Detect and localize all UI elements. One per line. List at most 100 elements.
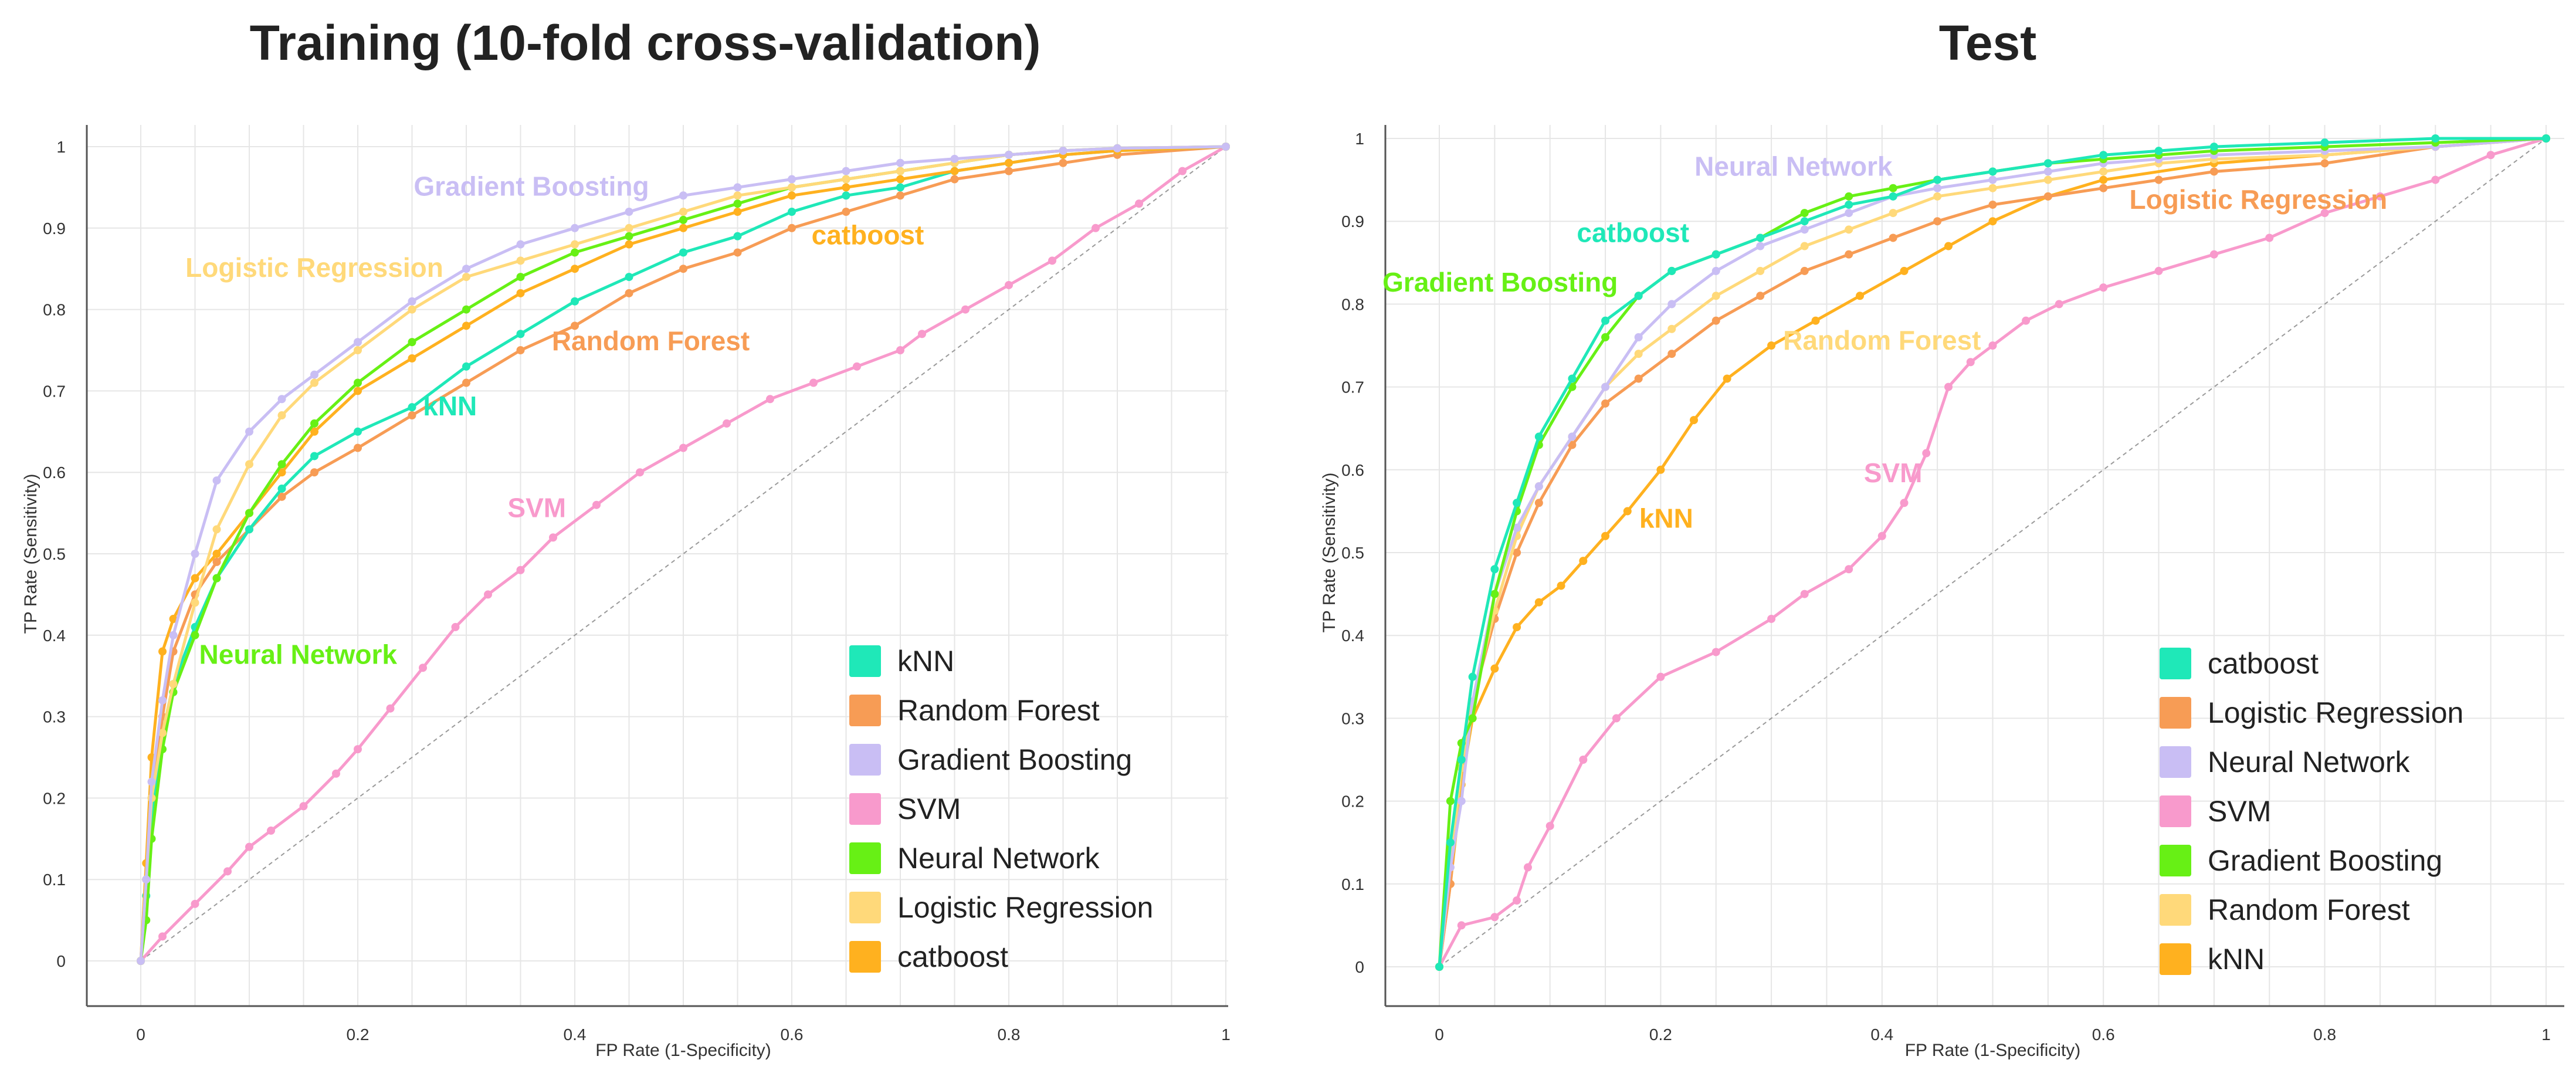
train-point-knn (310, 452, 318, 461)
test-point-knn (1579, 557, 1588, 566)
test-point-logistic-regression (1568, 441, 1577, 449)
test-point-knn (1767, 341, 1776, 350)
test-point-svm (1988, 341, 1997, 350)
test-point-neural-network (1634, 333, 1643, 341)
train-annotation-random-forest: Random Forest (552, 326, 750, 356)
train-point-svm (766, 395, 774, 404)
train-point-random-forest (408, 411, 416, 420)
train-point-gradient-boosting (733, 183, 742, 192)
train-point-knn (842, 191, 850, 200)
test-y-tick-label: 1 (1355, 130, 1364, 148)
test-legend-label-neural-network: Neural Network (2208, 746, 2411, 778)
train-point-gradient-boosting (137, 957, 145, 965)
test-point-catboost (2542, 134, 2550, 143)
test-point-neural-network (1933, 184, 1942, 192)
test-point-svm (1922, 449, 1931, 458)
train-point-catboost (462, 321, 470, 330)
train-point-gradient-boosting (679, 191, 687, 200)
test-point-logistic-regression (2099, 184, 2108, 192)
train-point-gradient-boosting (950, 154, 959, 163)
test-legend-label-svm: SVM (2208, 795, 2271, 828)
training-roc-chart: Training (10-fold cross-validation) 0 0.2 0… (21, 15, 1231, 1060)
train-point-logistic-regression (212, 525, 221, 534)
test-point-catboost (1457, 756, 1466, 764)
train-point-svm (516, 566, 525, 574)
test-x-tick-label: 0.6 (2092, 1025, 2115, 1044)
train-point-svm (299, 802, 308, 811)
test-point-svm (1845, 565, 1853, 574)
train-y-tick-label: 0.5 (43, 545, 66, 563)
train-legend-swatch-logistic-regression (849, 892, 881, 923)
train-point-catboost (733, 208, 742, 216)
test-point-neural-network (1601, 382, 1610, 391)
test-point-catboost (1568, 374, 1577, 383)
test-point-svm (2154, 266, 2163, 275)
test-point-catboost (1534, 432, 1543, 441)
test-point-logistic-regression (1800, 266, 1809, 275)
test-y-tick-label: 0.5 (1341, 544, 1364, 562)
train-point-svm (1048, 256, 1056, 265)
test-point-knn (1513, 623, 1521, 632)
train-point-gradient-boosting (212, 476, 221, 485)
test-point-catboost (1800, 217, 1809, 226)
train-point-svm (723, 419, 731, 428)
train-point-random-forest (679, 265, 687, 273)
train-point-knn (788, 208, 796, 216)
train-point-gradient-boosting (310, 370, 318, 379)
train-point-gradient-boosting (462, 265, 470, 273)
test-point-svm (2099, 283, 2108, 292)
test-annotation-knn: kNN (1639, 503, 1693, 534)
test-annotation-svm: SVM (1864, 458, 1923, 488)
train-point-svm (592, 500, 601, 509)
train-point-neural-network (516, 273, 525, 282)
test-point-logistic-regression (1845, 250, 1853, 259)
train-point-catboost (679, 224, 687, 232)
train-point-catboost (277, 468, 286, 477)
test-point-logistic-regression (1889, 233, 1897, 242)
train-point-knn (571, 297, 579, 306)
test-y-tick-label: 0.4 (1341, 627, 1364, 645)
test-point-svm (1490, 913, 1499, 922)
test-point-svm (2022, 316, 2031, 325)
train-point-random-forest (354, 443, 362, 452)
test-point-knn (2099, 175, 2108, 184)
train-legend-label-random-forest: Random Forest (897, 694, 1100, 727)
test-point-svm (1767, 614, 1776, 623)
test-legend-label-gradient-boosting: Gradient Boosting (2208, 844, 2442, 877)
train-point-random-forest (625, 289, 633, 297)
train-point-neural-network (191, 631, 199, 639)
train-point-neural-network (679, 215, 687, 224)
test-point-gradient-boosting (1845, 192, 1853, 201)
test-point-knn (1856, 292, 1865, 300)
test-point-gradient-boosting (1490, 590, 1499, 598)
train-point-knn (354, 427, 362, 436)
test-point-catboost (1435, 963, 1443, 971)
test-point-random-forest (1845, 225, 1853, 234)
train-y-tick-label: 1 (56, 138, 66, 156)
train-point-random-forest (212, 557, 221, 566)
train-point-random-forest (516, 346, 525, 354)
train-point-catboost (571, 265, 579, 273)
train-y-tick-label: 0.4 (43, 627, 66, 645)
train-point-knn (245, 525, 253, 534)
train-y-tick-label: 0.6 (43, 463, 66, 482)
train-point-svm (1135, 199, 1143, 208)
test-point-svm (1711, 648, 1720, 656)
train-point-gradient-boosting (788, 175, 796, 184)
train-point-logistic-regression (625, 224, 633, 232)
test-point-neural-network (1845, 209, 1853, 218)
test-point-catboost (1933, 175, 1942, 184)
test-point-svm (1579, 756, 1588, 764)
test-y-tick-label: 0.8 (1341, 295, 1364, 313)
test-point-svm (2320, 209, 2329, 218)
train-point-gradient-boosting (277, 395, 286, 404)
test-point-gradient-boosting (1446, 797, 1455, 805)
train-point-catboost (516, 289, 525, 297)
test-point-logistic-regression (2320, 159, 2329, 168)
train-point-neural-network (277, 460, 286, 469)
train-legend: kNN Random Forest Gradient Boosting SVM Neur… (849, 645, 1153, 973)
test-point-catboost (1468, 672, 1477, 681)
test-y-axis-label: TP Rate (Sensitivity) (1320, 473, 1339, 633)
train-point-logistic-regression (191, 598, 199, 607)
train-point-random-forest (1059, 158, 1067, 167)
